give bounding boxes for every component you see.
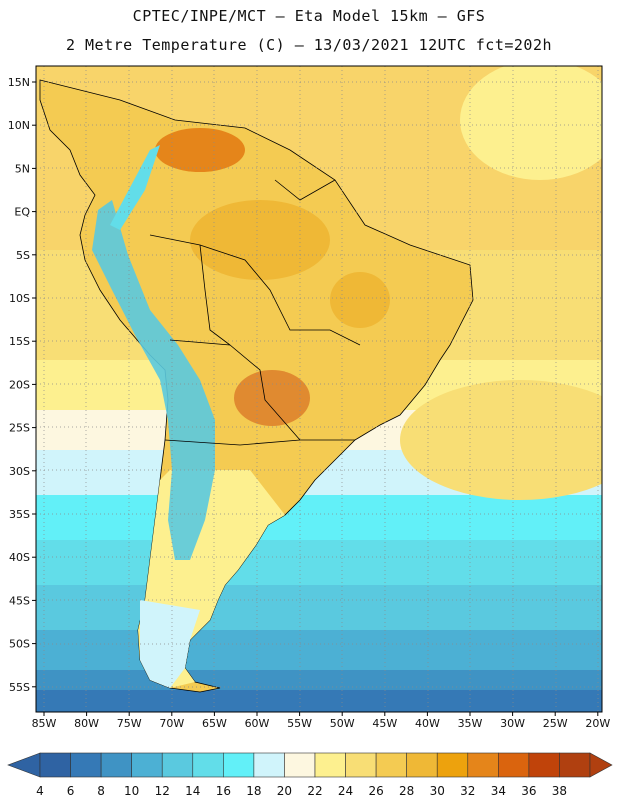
lon-label: 20W — [585, 717, 610, 730]
plot-frame — [35, 65, 603, 713]
lon-label: 40W — [415, 717, 440, 730]
lat-label: 5N — [15, 162, 30, 175]
temperature-field — [36, 66, 602, 712]
legend-swatch — [223, 752, 255, 778]
latitude-labels: 15N 10N 5N EQ 5S 10S 15S 20S 25S 30S 35S 40S 45S 50S 5… — [8, 76, 36, 694]
warm-cerrado — [330, 272, 390, 328]
lat-label: 10N — [8, 119, 30, 132]
lat-label: 30S — [9, 465, 30, 478]
lat-label: EQ — [14, 206, 30, 219]
ocean-caribbean-patch — [460, 66, 602, 180]
lat-label: 55S — [9, 681, 30, 694]
legend-label: 22 — [307, 784, 322, 798]
legend-label: 10 — [124, 784, 139, 798]
ocean-warm-patch — [400, 380, 602, 500]
lon-label: 80W — [74, 717, 99, 730]
legend-swatch — [161, 752, 194, 778]
lon-label: 85W — [32, 717, 57, 730]
legend-swatch — [314, 752, 346, 778]
lat-label: 25S — [9, 422, 30, 435]
legend-label: 4 — [36, 784, 44, 798]
hot-spot-chaco — [234, 370, 310, 426]
color-legend: 4 6 8 10 12 14 16 18 20 22 24 26 28 30 32 34 36 38 — [7, 752, 613, 798]
legend-label: 6 — [67, 784, 75, 798]
legend-label: 32 — [460, 784, 475, 798]
legend-swatch — [467, 752, 499, 778]
colombia-andes — [110, 145, 160, 230]
lon-label: 25W — [543, 717, 568, 730]
legend-label: 28 — [399, 784, 414, 798]
legend-label: 38 — [552, 784, 567, 798]
lon-label: 75W — [117, 717, 142, 730]
legend-swatch — [253, 752, 285, 778]
lat-label: 40S — [9, 551, 30, 564]
country-borders — [149, 179, 361, 446]
legend-swatch — [345, 752, 377, 778]
legend-label: 36 — [521, 784, 536, 798]
ocean-band-10 — [36, 630, 602, 670]
legend-swatch — [100, 752, 132, 778]
legend-swatch — [39, 752, 71, 778]
lat-label: 20S — [9, 378, 30, 391]
lon-label: 65W — [202, 717, 227, 730]
legend-swatch — [192, 752, 224, 778]
legend-label: 12 — [155, 784, 170, 798]
lat-label: 5S — [16, 249, 30, 262]
legend-label: 26 — [368, 784, 383, 798]
legend-label: 14 — [185, 784, 200, 798]
warm-amazon — [190, 200, 330, 280]
legend-swatch — [528, 752, 560, 778]
lon-label: 60W — [245, 717, 270, 730]
legend-label: 30 — [430, 784, 445, 798]
ocean-band-6 — [36, 690, 602, 712]
legend-label: 16 — [216, 784, 231, 798]
lat-label: 45S — [9, 594, 30, 607]
lon-label: 70W — [159, 717, 184, 730]
map-title-line2: 2 Metre Temperature (C) – 13/03/2021 12U… — [65, 36, 553, 54]
legend-swatch — [406, 752, 438, 778]
lon-label: 50W — [330, 717, 355, 730]
lon-label: 45W — [372, 717, 397, 730]
hot-spot-venezuela — [155, 128, 245, 172]
legend-label: 20 — [277, 784, 292, 798]
legend-swatch — [498, 752, 530, 778]
lat-label: 15S — [9, 335, 30, 348]
legend-label: 18 — [246, 784, 261, 798]
lon-label: 55W — [287, 717, 312, 730]
ocean-band-16 — [36, 495, 602, 540]
legend-swatch — [559, 752, 591, 778]
tierra-cool — [140, 600, 200, 688]
legend-swatch — [70, 752, 102, 778]
legend-arrow-low — [7, 752, 41, 778]
lat-label: 50S — [9, 638, 30, 651]
legend-label: 34 — [491, 784, 506, 798]
legend-label: 8 — [97, 784, 105, 798]
lon-label: 30W — [500, 717, 525, 730]
legend-arrow-high — [589, 752, 613, 778]
ocean-band-14 — [36, 540, 602, 585]
legend-label: 24 — [338, 784, 353, 798]
lat-label: 10S — [9, 292, 30, 305]
map-title-line1: CPTEC/INPE/MCT – Eta Model 15km – GFS — [132, 7, 486, 25]
legend-swatch — [375, 752, 407, 778]
lat-label: 15N — [8, 76, 30, 89]
ocean-band-12 — [36, 585, 602, 630]
lat-label: 35S — [9, 508, 30, 521]
legend-swatch — [436, 752, 469, 778]
lon-label: 35W — [458, 717, 483, 730]
legend-swatch — [131, 752, 163, 778]
legend-swatch — [284, 752, 316, 778]
longitude-labels: 85W 80W 75W 70W 65W 60W 55W 50W 45W 40W 35W 30W 25W 2… — [32, 712, 610, 730]
